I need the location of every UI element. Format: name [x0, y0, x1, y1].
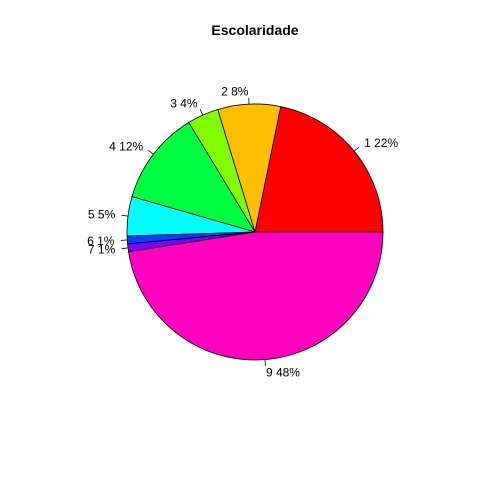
slice-label-4: 4 12% — [109, 139, 143, 153]
leader-line-4 — [148, 150, 154, 155]
pie-slices — [126, 103, 384, 361]
slice-label-7: 7 1% — [88, 242, 116, 256]
pie-labels: 1 22% 2 8% 3 4% 4 12% 5 5% 6 1%7 1% 9 48% — [87, 84, 398, 379]
slice-label-5: 5 5% — [88, 208, 116, 222]
leader-line-1 — [353, 146, 360, 152]
slice-label-2: 2 8% — [221, 84, 249, 98]
chart-title: Escolaridade — [211, 22, 298, 38]
leader-line-3 — [199, 109, 204, 116]
slice-label-1: 1 22% — [364, 136, 398, 150]
pie-slice-9 — [128, 231, 384, 361]
slice-label-9: 9 48% — [266, 365, 300, 379]
leader-line-7 — [121, 247, 129, 250]
pie-slice-1 — [254, 106, 384, 233]
slice-label-6: 6 1% — [87, 234, 115, 248]
pie-slice-4 — [131, 121, 256, 233]
slice-label-3: 3 4% — [170, 96, 198, 110]
leader-line-5 — [121, 214, 129, 217]
